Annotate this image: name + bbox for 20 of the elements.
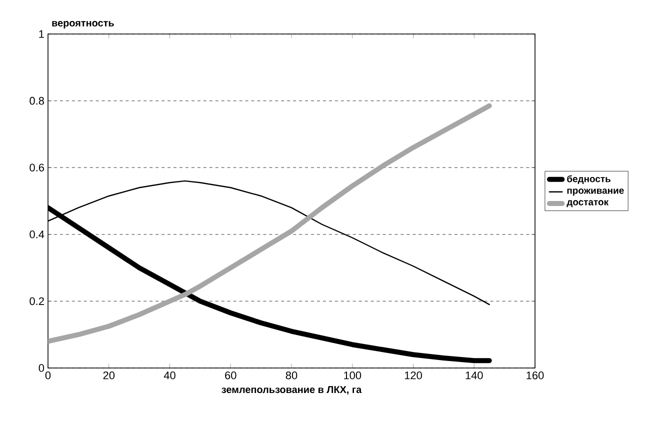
legend-label: достаток: [566, 200, 609, 208]
x-tick-label: 80: [286, 372, 298, 380]
y-tick-label: 0.8: [30, 96, 44, 105]
legend-label: проживание: [567, 188, 624, 196]
legend-label: бедность: [567, 175, 610, 184]
x-tick-label: 140: [466, 372, 483, 380]
y-axis-title: вероятность: [52, 21, 114, 28]
y-tick-label: 0.2: [30, 297, 44, 306]
x-tick-label: 160: [526, 372, 544, 380]
y-tick-label: 1: [39, 30, 44, 38]
x-tick-label: 0: [45, 372, 51, 380]
x-tick-label: 40: [164, 372, 176, 380]
y-tick-label: 0.4: [30, 230, 44, 238]
x-tick-label: 20: [103, 372, 115, 380]
x-tick-label: 120: [404, 372, 422, 380]
y-tick-label: 0: [38, 364, 44, 372]
x-axis-title: землепользование в ЛКХ, га: [222, 386, 362, 395]
y-tick-label: 0.6: [30, 164, 44, 172]
x-tick-label: 60: [225, 372, 236, 380]
x-tick-label: 100: [344, 372, 362, 380]
